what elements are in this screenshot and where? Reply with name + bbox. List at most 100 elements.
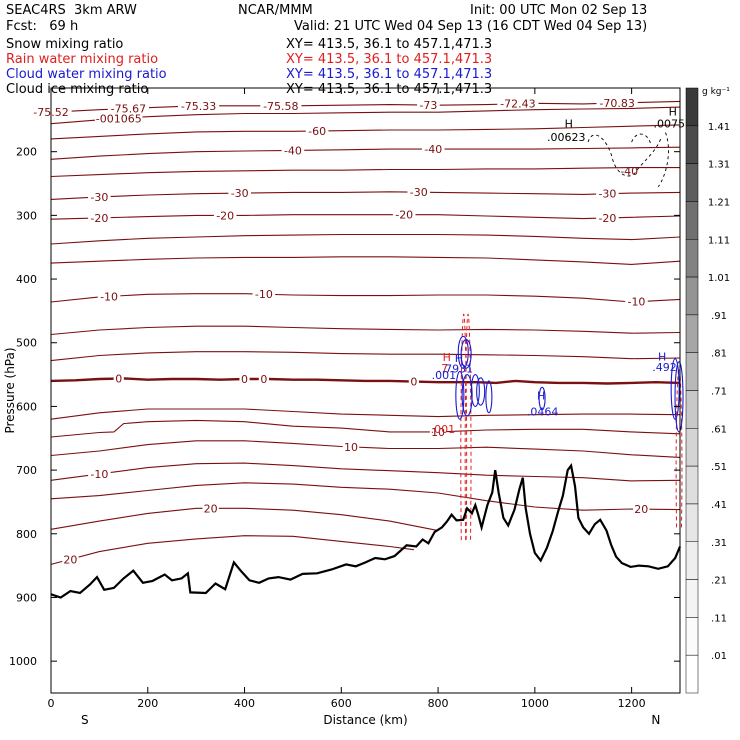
isotherm-label-bg [260,99,302,111]
isotherm-label: 0 [410,376,417,389]
isotherm-line [50,419,681,438]
isotherm-label-bg [97,290,121,302]
contour-annotation: H [669,105,677,118]
isotherm-label-bg [202,502,219,514]
colorbar-swatch [685,352,699,391]
isotherm-label: -10 [255,288,273,301]
x-tick-label: 400 [234,697,255,710]
isotherm-label: -75.58 [263,100,298,113]
colorbar-label: .11 [711,613,727,624]
model-title: SEAC4RS 3km ARW [6,3,137,18]
isotherm-line [50,214,681,220]
colorbar-label: .71 [711,387,727,398]
field-xy-snow: XY= 413.5, 36.1 to 457.1,471.3 [286,37,493,52]
cloud-water-contour [674,361,684,433]
cloud-water-contour [457,335,469,369]
contour-annotation: .00757 [653,117,692,130]
isotherm-line [50,507,439,532]
rain-contour [675,367,683,528]
isotherm-line [50,377,681,385]
isotherm-label-bg [258,373,269,385]
colorbar-label: 1.31 [708,160,730,171]
isotherm-label: -30 [231,187,249,200]
isotherm-label: 10 [431,426,445,439]
colorbar-swatch [685,503,699,542]
isotherm-label-bg [596,187,619,199]
forecast-hour: Fcst: 69 h [6,19,79,34]
isotherm-line [50,408,681,420]
cloud-water-contour [476,377,486,406]
isotherm-label-bg [281,144,305,156]
isotherm-label: 0 [260,373,267,386]
isotherm-label: 20 [634,503,648,516]
x-tick-label: 800 [428,697,449,710]
field-xy-cloud-ice: XY= 413.5, 36.1 to 457.1,471.3 [286,82,493,97]
isotherm-label: -40 [424,143,442,156]
rain-contour [460,313,468,541]
colorbar-label: 1.01 [708,273,730,284]
contour-annotation: .7931 [442,363,474,376]
isotherm-label-bg [596,97,638,109]
cloud-water-contour [485,380,493,414]
y-tick-label: 400 [16,273,37,286]
isotherm-line [50,191,681,200]
colorbar-unit: g kg⁻¹ [702,87,730,97]
start-label: S [81,713,89,727]
colorbar-swatch [685,163,699,202]
isotherm-line [50,351,681,362]
isotherm-label: -20 [90,212,108,225]
cloud-water-contour [455,370,465,420]
valid-time: Valid: 21 UTC Wed 04 Sep 13 (16 CDT Wed … [294,19,648,34]
isotherm-label-bg [239,373,250,385]
isotherm-label: -75.67 [111,103,146,116]
colorbar-swatch [685,428,699,467]
isotherm-label: 20 [204,502,218,515]
contour-annotation: .001 [432,369,457,382]
y-tick-label: 1000 [9,655,37,668]
isotherm-label: -30 [598,188,616,201]
x-tick-label: 1000 [521,697,549,710]
isotherm-line [50,106,681,125]
colorbar-swatch [685,239,699,278]
field-xy-rain: XY= 413.5, 36.1 to 457.1,471.3 [286,52,493,67]
x-tick-label: 200 [137,697,158,710]
isotherm-label-bg [62,553,79,565]
contour-annotation: H [537,389,545,402]
colorbar-label: .01 [711,651,727,662]
init-time: Init: 00 UTC Mon 02 Sep 13 [470,3,648,18]
plot-frame [50,87,681,694]
y-tick-label: 900 [16,591,37,604]
isotherm-label: -20 [395,209,413,222]
isotherm-label: -20 [216,209,234,222]
y-tick-label: 700 [16,464,37,477]
isotherm-label-bg [421,143,445,155]
isotherm-label-bg [408,375,419,387]
colorbar-swatch [685,87,699,127]
field-name-rain: Rain water mixing ratio [6,52,159,67]
isotherm-label: -70.83 [599,97,634,110]
isotherm-label-bg [88,467,111,479]
cloud-water-contour [470,374,480,407]
y-tick-label: 200 [16,146,37,159]
isotherm-label: -10 [627,296,645,309]
isotherm-line [50,167,680,178]
end-label: N [651,713,660,727]
isotherm-line [50,233,681,245]
isotherm-label: -30 [90,191,108,204]
y-tick-label: 600 [16,400,37,413]
x-tick-label: 600 [331,697,352,710]
field-name-snow: Snow mixing ratio [6,37,124,52]
isotherm-line [50,256,681,265]
isotherm-label-bg [88,211,111,223]
isotherm-label-bg [252,288,276,300]
colorbar-swatch [685,465,699,505]
isotherm-label: 20 [63,553,77,566]
isotherm-line [50,100,681,113]
isotherm-label: -40 [284,144,302,157]
contour-annotation: H [658,351,666,364]
colorbar-label: .51 [711,462,727,473]
center-label: NCAR/MMM [238,3,313,18]
isotherm-label-bg [392,208,416,220]
isotherm-label: -73 [419,99,437,112]
contour-annotation: H [565,117,573,130]
